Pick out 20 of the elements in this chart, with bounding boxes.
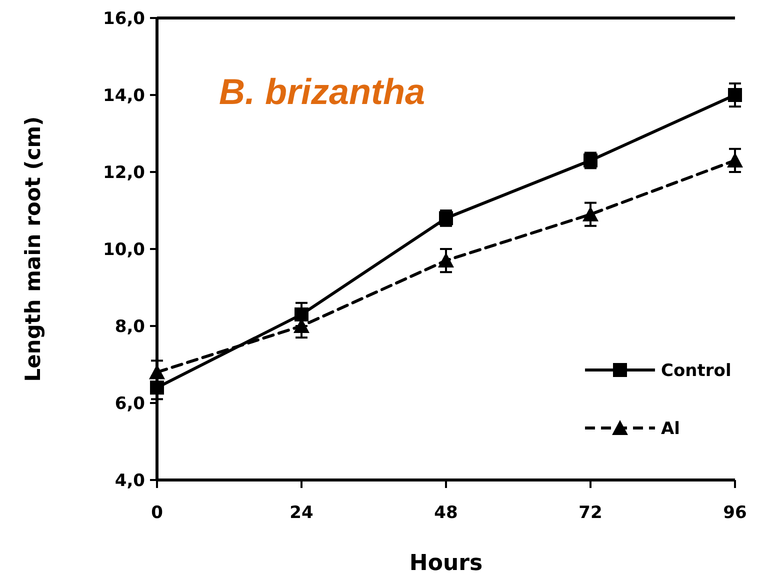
y-tick-label: 6,0: [114, 394, 146, 414]
y-tick-label: 8,0: [114, 316, 146, 337]
y-tick-label: 12,0: [103, 162, 146, 183]
y-tick-label: 4,0: [114, 470, 146, 491]
y-tick-label: 16,0: [103, 8, 146, 29]
x-tick-label: 96: [723, 503, 747, 523]
legend-label: Control: [661, 360, 732, 381]
annotation: B. brizantha: [219, 71, 426, 112]
y-axis-title: Length main root (cm): [21, 116, 45, 382]
legend-label: Al: [661, 418, 680, 439]
x-tick-label: 48: [434, 503, 458, 523]
x-axis-title: Hours: [409, 551, 483, 576]
point: [438, 252, 454, 268]
x-tick-label: 0: [151, 503, 164, 523]
x-tick-label: 72: [578, 503, 602, 523]
y-tick-label: 10,0: [103, 240, 146, 260]
x-tick-label: 24: [290, 503, 314, 523]
point: [582, 206, 598, 222]
y-tick-label: 14,0: [103, 86, 146, 106]
point: [728, 88, 742, 102]
